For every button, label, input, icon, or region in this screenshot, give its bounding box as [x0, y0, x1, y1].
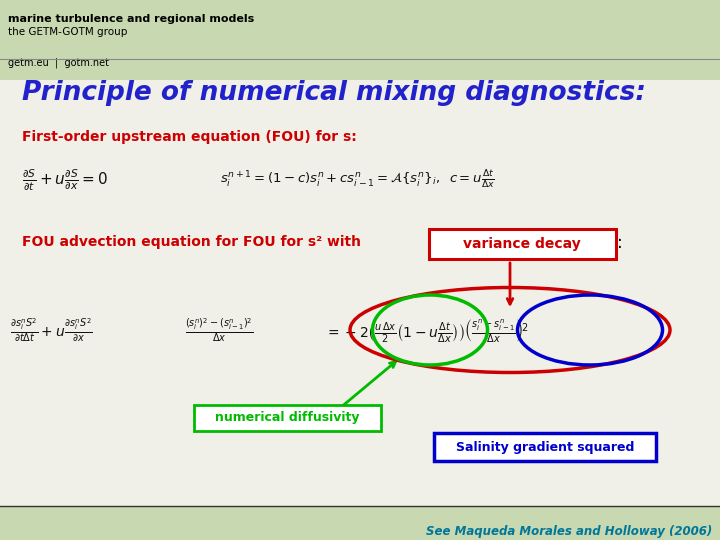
Text: variance decay: variance decay [463, 237, 581, 251]
Text: FOU advection equation for FOU for s² with: FOU advection equation for FOU for s² wi… [22, 235, 361, 249]
FancyBboxPatch shape [194, 405, 381, 431]
Text: First-order upstream equation (FOU) for s:: First-order upstream equation (FOU) for … [22, 130, 356, 144]
Text: :: : [617, 234, 623, 252]
Text: $\frac{\partial s_i^n S^2}{\partial t \Delta t} + u\frac{\partial s_i^n S^2}{\pa: $\frac{\partial s_i^n S^2}{\partial t \D… [10, 316, 93, 343]
Text: $\frac{(s_i^n)^2 - (s_{i-1}^n)^2}{\Delta x}$: $\frac{(s_i^n)^2 - (s_{i-1}^n)^2}{\Delta… [185, 316, 253, 343]
Text: getm.eu  |  gotm.net: getm.eu | gotm.net [8, 57, 109, 68]
FancyBboxPatch shape [429, 229, 616, 259]
Text: See Maqueda Morales and Holloway (2006): See Maqueda Morales and Holloway (2006) [426, 525, 712, 538]
Text: $= -2\left(\frac{u\,\Delta x}{2}\left(1 - u\frac{\Delta t}{\Delta x}\right)\righ: $= -2\left(\frac{u\,\Delta x}{2}\left(1 … [325, 316, 528, 343]
Text: numerical diffusivity: numerical diffusivity [215, 411, 359, 424]
Text: marine turbulence and regional models: marine turbulence and regional models [8, 14, 254, 24]
Text: Salinity gradient squared: Salinity gradient squared [456, 441, 634, 454]
Text: Principle of numerical mixing diagnostics:: Principle of numerical mixing diagnostic… [22, 80, 646, 106]
Text: the GETM-GOTM group: the GETM-GOTM group [8, 27, 127, 37]
Text: $s_i^{n+1} = (1-c)s_i^n + cs_{i-1}^n = \mathcal{A}\{s_i^n\}_i,\;\; c = u\frac{\D: $s_i^{n+1} = (1-c)s_i^n + cs_{i-1}^n = \… [220, 169, 495, 191]
FancyBboxPatch shape [434, 433, 656, 461]
Text: $\frac{\partial S}{\partial t} + u\frac{\partial S}{\partial x} = 0$: $\frac{\partial S}{\partial t} + u\frac{… [22, 167, 108, 193]
